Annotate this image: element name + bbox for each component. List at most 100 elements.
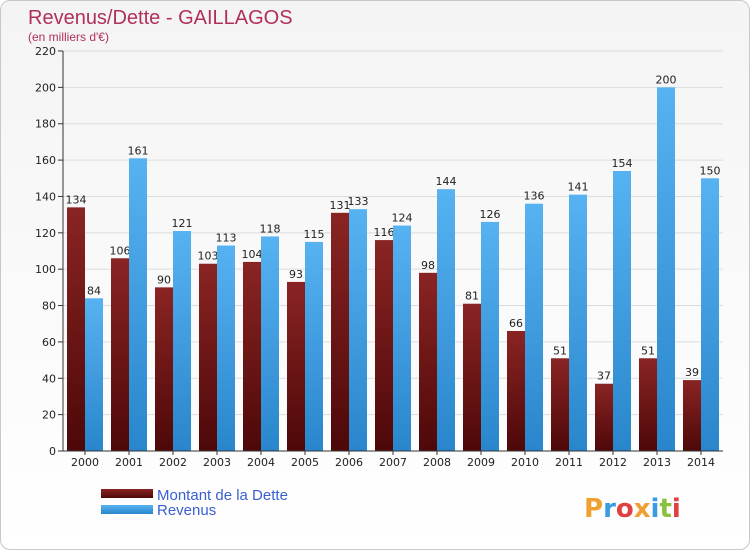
y-tick-label: 160: [35, 154, 56, 167]
y-tick-label: 80: [42, 300, 56, 313]
x-tick-label: 2008: [423, 456, 451, 469]
bar-revenue: [525, 203, 543, 451]
bar-revenue: [613, 171, 631, 451]
x-tick-label: 2012: [599, 456, 627, 469]
y-tick-label: 220: [35, 45, 56, 58]
bar-debt: [67, 207, 85, 451]
x-tick-label: 2010: [511, 456, 539, 469]
bar-revenue: [173, 231, 191, 451]
bar-revenue-value-label: 200: [656, 73, 677, 86]
bar-debt: [507, 331, 525, 451]
bar-revenue-value-label: 126: [480, 208, 501, 221]
y-tick-label: 0: [49, 445, 56, 458]
bar-debt: [155, 287, 173, 451]
bar-debt: [639, 358, 657, 451]
bar-revenue-value-label: 133: [348, 195, 369, 208]
bar-debt-value-label: 39: [685, 366, 699, 379]
bar-debt-value-label: 98: [421, 259, 435, 272]
x-tick-label: 2001: [115, 456, 143, 469]
legend-label-revenue: Revenus: [157, 502, 216, 519]
x-tick-label: 2005: [291, 456, 319, 469]
x-tick-label: 2009: [467, 456, 495, 469]
logo-letter: t: [659, 494, 671, 524]
bar-revenue: [305, 241, 323, 451]
bar-revenue: [657, 87, 675, 451]
bar-debt-value-label: 103: [198, 250, 219, 263]
y-tick-label: 40: [42, 372, 56, 385]
bar-revenue-value-label: 115: [304, 228, 325, 241]
bar-revenue-value-label: 121: [172, 217, 193, 230]
bar-debt-value-label: 51: [553, 344, 567, 357]
bar-debt: [331, 212, 349, 451]
legend-label-debt: Montant de la Dette: [157, 487, 288, 504]
bar-debt-value-label: 104: [242, 248, 263, 261]
logo-letter: i: [651, 494, 660, 524]
bar-revenue: [481, 221, 499, 451]
bar-debt-value-label: 106: [110, 244, 131, 257]
bar-revenue-value-label: 161: [128, 144, 149, 157]
y-tick-label: 200: [35, 81, 56, 94]
bar-debt: [243, 261, 261, 451]
y-axis: 0 20 40 60 80 100 120 140 160 180 200 220: [35, 45, 64, 458]
bar-debt-value-label: 37: [597, 370, 611, 383]
x-tick-label: 2013: [643, 456, 671, 469]
bar-revenue: [261, 236, 279, 451]
bar-debt-value-label: 116: [374, 226, 395, 239]
bar-revenue-value-label: 113: [216, 232, 237, 245]
x-tick-label: 2006: [335, 456, 363, 469]
x-tick-label: 2007: [379, 456, 407, 469]
proxiti-logo: Proxiti: [584, 494, 681, 524]
bar-debt: [683, 380, 701, 451]
bar-debt: [595, 383, 613, 451]
bar-debt-value-label: 131: [330, 199, 351, 212]
chart-title: Revenus/Dette - GAILLAGOS: [28, 7, 293, 29]
bar-debt: [111, 258, 129, 451]
bar-debt-value-label: 51: [641, 344, 655, 357]
chart-subtitle: (en milliers d'€): [28, 30, 109, 44]
logo-letter: o: [616, 494, 634, 524]
bar-revenue-value-label: 84: [87, 284, 101, 297]
bar-debt: [551, 358, 569, 451]
y-tick-label: 140: [35, 190, 56, 203]
bar-debt: [463, 303, 481, 451]
y-tick-label: 180: [35, 118, 56, 131]
bar-revenue-value-label: 141: [568, 181, 589, 194]
bar-revenue: [393, 225, 411, 451]
x-tick-label: 2004: [247, 456, 275, 469]
x-tick-label: 2000: [71, 456, 99, 469]
x-tick-label: 2002: [159, 456, 187, 469]
bar-revenue-value-label: 144: [436, 175, 457, 188]
bar-debt-value-label: 134: [66, 193, 87, 206]
y-tick-label: 20: [42, 409, 56, 422]
bar-debt-value-label: 90: [157, 273, 171, 286]
bar-revenue-value-label: 124: [392, 212, 413, 225]
legend-swatch-debt: [101, 489, 153, 498]
logo-letter: r: [603, 494, 616, 524]
bar-revenue: [701, 178, 719, 452]
bar-revenue-value-label: 150: [700, 164, 721, 177]
x-tick-label: 2003: [203, 456, 231, 469]
y-tick-label: 100: [35, 263, 56, 276]
bar-revenue: [437, 189, 455, 451]
x-axis: 2000 2001 2002 2003 2004 2005 2006 2007 2008 2009…: [63, 450, 723, 469]
legend-swatch-revenue: [101, 505, 153, 514]
bar-revenue-value-label: 154: [612, 157, 633, 170]
bar-debt: [287, 281, 305, 451]
bar-revenue-value-label: 136: [524, 190, 545, 203]
logo-letter: x: [634, 494, 651, 524]
bar-debt-value-label: 93: [289, 268, 303, 281]
bar-debt: [199, 263, 217, 451]
bar-revenue: [569, 194, 587, 452]
bar-debt-value-label: 81: [465, 290, 479, 303]
bar-revenue-value-label: 118: [260, 222, 281, 235]
x-tick-label: 2014: [687, 456, 715, 469]
legend: Montant de la Dette Revenus: [101, 487, 288, 519]
y-tick-label: 120: [35, 227, 56, 240]
y-tick-label: 60: [42, 336, 56, 349]
x-tick-label: 2011: [555, 456, 583, 469]
bar-revenue: [129, 158, 147, 452]
bar-debt: [375, 240, 393, 451]
